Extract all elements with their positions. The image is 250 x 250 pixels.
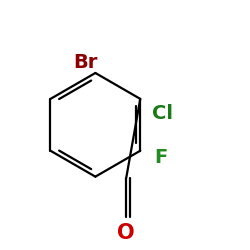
Text: Br: Br (73, 53, 98, 72)
Text: Cl: Cl (152, 104, 173, 123)
Text: O: O (118, 223, 135, 243)
Text: F: F (154, 148, 168, 167)
